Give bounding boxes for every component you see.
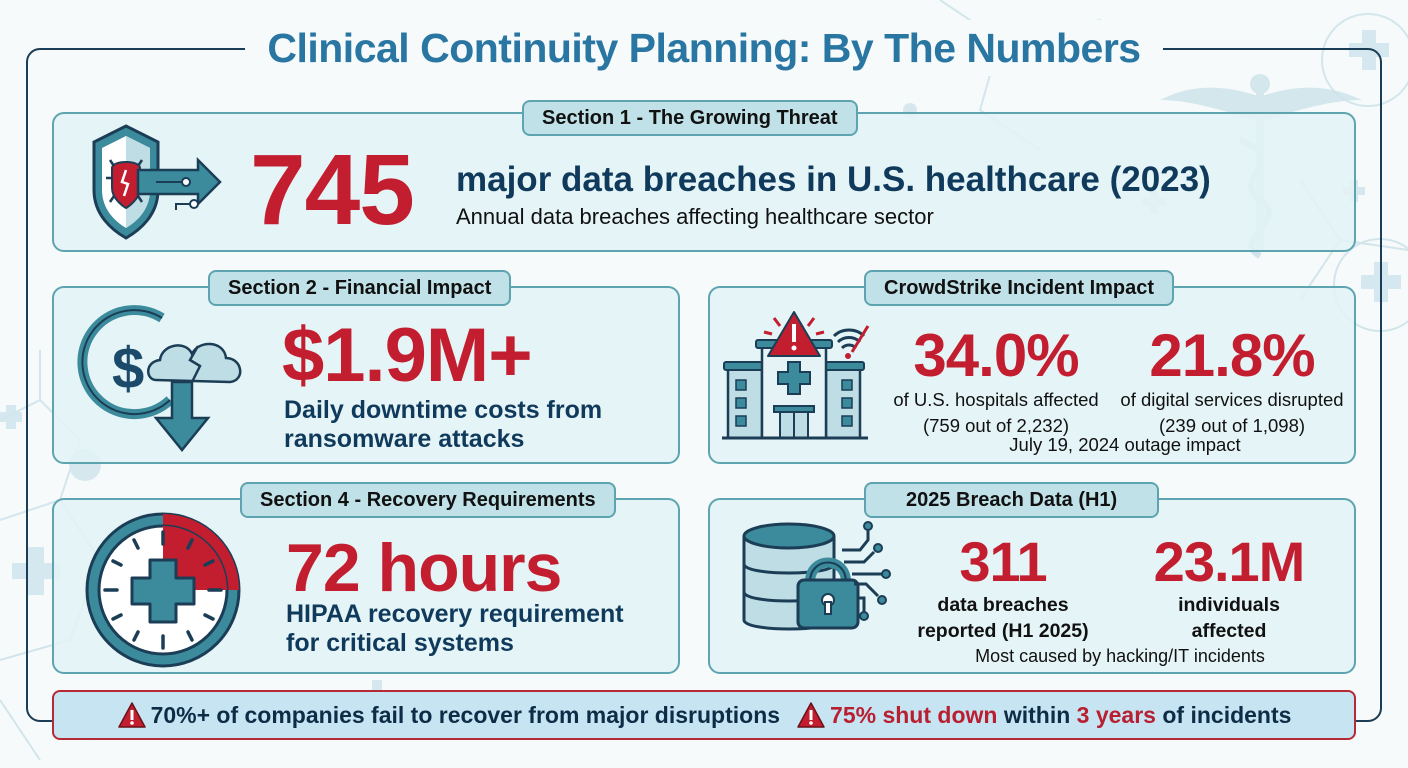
outage-date-note: July 19, 2024 outage impact: [1009, 434, 1241, 455]
downtime-cost-value: $1.9M+: [282, 313, 533, 398]
services-disrupted-stat: 21.8% of digital services disrupted (239…: [1120, 322, 1344, 437]
svg-text:$: $: [112, 336, 144, 401]
breach-cause-note: Most caused by hacking/IT incidents: [975, 646, 1265, 666]
recovery-hours-value: 72 hours: [286, 530, 562, 606]
breach-headline: major data breaches in U.S. healthcare (…: [456, 160, 1211, 199]
section-growing-threat: Section 1 - The Growing Threat 745 major…: [52, 100, 1356, 252]
breach-subtext: Annual data breaches affecting healthcar…: [456, 204, 934, 229]
section-2025-breach-data: 2025 Breach Data (H1) 311 data breaches …: [708, 482, 1356, 674]
section-label: Section 4 - Recovery Requirements: [240, 482, 616, 518]
section-label: Section 2 - Financial Impact: [208, 270, 512, 306]
shield-bug-icon: [92, 124, 222, 240]
section-financial-impact: Section 2 - Financial Impact $ $1.9M+ Da…: [52, 270, 680, 464]
warning-triangle-icon: [797, 702, 825, 728]
section-label: Section 1 - The Growing Threat: [522, 100, 858, 136]
database-lock-icon: [742, 521, 891, 631]
shutdown-stat: 75% shut down: [830, 701, 998, 728]
page-title: Clinical Continuity Planning: By The Num…: [245, 20, 1163, 76]
warning-triangle-icon: [117, 702, 146, 728]
hospital-alert-icon: [722, 311, 870, 440]
section-label: CrowdStrike Incident Impact: [864, 270, 1175, 306]
dollar-cloud-down-icon: $: [77, 305, 242, 452]
section-recovery-requirements: Section 4 - Recovery Requirements 72 hou…: [52, 482, 680, 674]
breach-count-value: 745: [250, 134, 415, 246]
individuals-affected-stat: 23.1M individuals affected: [1153, 530, 1306, 643]
recovery-description: HIPAA recovery requirement for critical …: [286, 600, 624, 657]
recovery-failure-stat: 70%+ of companies fail to recover from m…: [150, 701, 781, 728]
downtime-cost-description: Daily downtime costs from ransomware att…: [284, 396, 603, 453]
shutdown-timeframe: 3 years: [1076, 701, 1156, 728]
section-crowdstrike-impact: CrowdStrike Incident Impact 34.0% of U.S…: [708, 270, 1356, 464]
clock-medical-cross-icon: [85, 512, 241, 668]
hospitals-affected-stat: 34.0% of U.S. hospitals affected (759 ou…: [893, 322, 1099, 437]
breaches-reported-stat: 311 data breaches reported (H1 2025): [917, 530, 1089, 643]
section-label: 2025 Breach Data (H1): [864, 482, 1160, 518]
warning-banner: 70%+ of companies fail to recover from m…: [52, 690, 1356, 740]
